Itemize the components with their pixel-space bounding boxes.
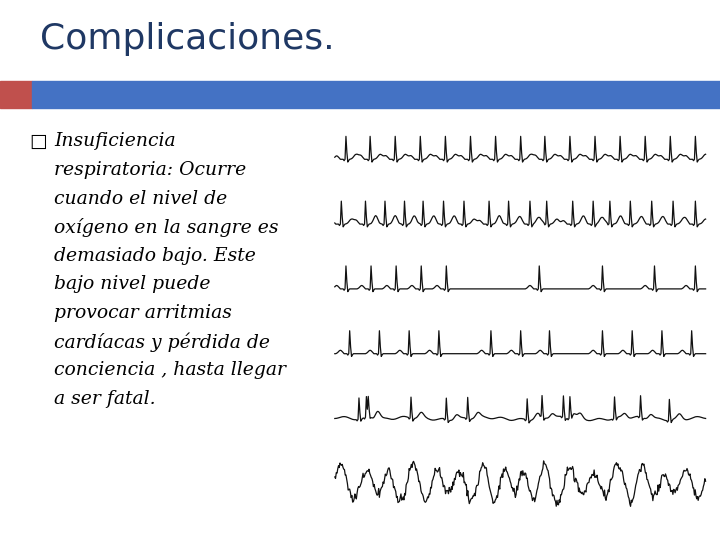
Text: Complicaciones.: Complicaciones.	[40, 22, 334, 56]
Text: demasiado bajo. Este: demasiado bajo. Este	[54, 247, 256, 265]
Text: cuando el nivel de: cuando el nivel de	[54, 190, 228, 207]
Bar	[32, 81, 720, 108]
Text: cardíacas y pérdida de: cardíacas y pérdida de	[54, 333, 270, 352]
Text: □: □	[29, 132, 47, 151]
Text: bajo nivel puede: bajo nivel puede	[54, 275, 210, 293]
Text: a ser fatal.: a ser fatal.	[54, 390, 156, 408]
Text: Insuficiencia: Insuficiencia	[54, 132, 176, 150]
Text: respiratoria: Ocurre: respiratoria: Ocurre	[54, 161, 246, 179]
Bar	[0, 81, 32, 108]
Text: provocar arritmias: provocar arritmias	[54, 304, 232, 322]
Text: conciencia , hasta llegar: conciencia , hasta llegar	[54, 361, 286, 379]
Text: oxígeno en la sangre es: oxígeno en la sangre es	[54, 218, 279, 237]
